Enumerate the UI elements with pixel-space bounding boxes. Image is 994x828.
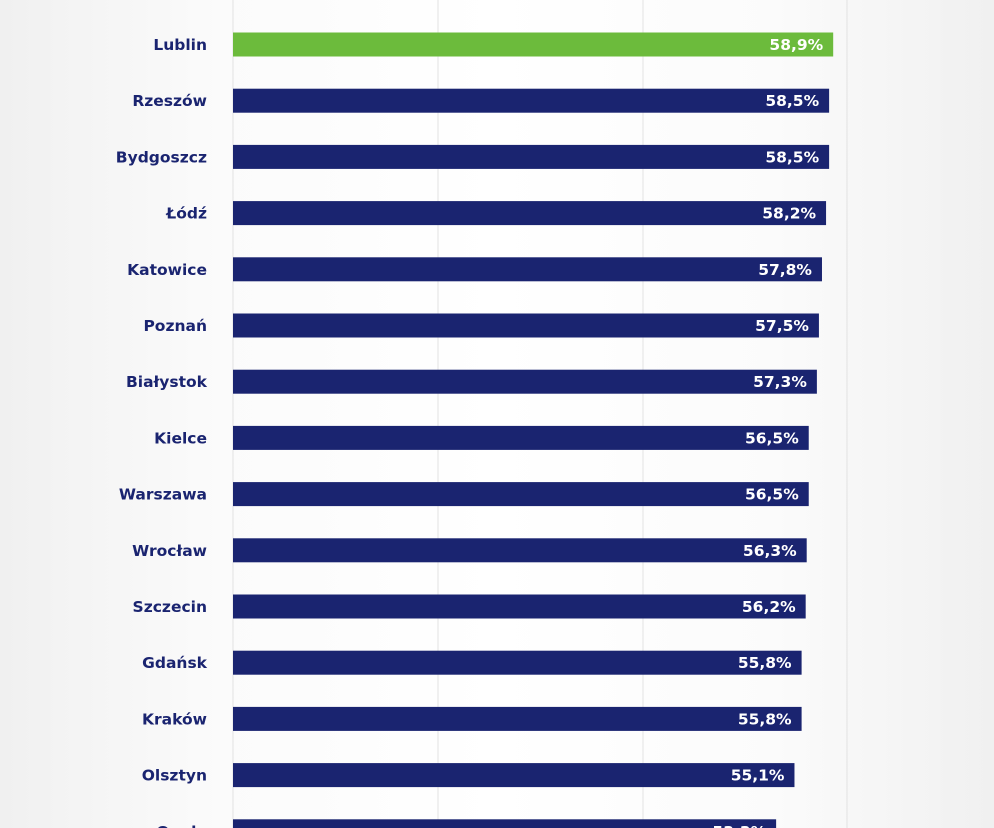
category-label-0: Lublin [153,36,207,54]
bar-7 [233,425,809,450]
bar-12 [233,706,802,731]
category-label-3: Łódź [165,205,207,223]
value-label-9: 56,3% [743,542,797,560]
bar-0 [233,32,834,57]
category-label-10: Szczecin [133,598,207,616]
category-label-12: Kraków [142,710,207,728]
value-label-8: 56,5% [745,486,799,504]
bar-3 [233,201,827,226]
category-label-9: Wrocław [132,542,207,560]
bar-10 [233,594,806,619]
bar-9 [233,538,807,563]
value-label-7: 56,5% [745,429,799,447]
value-label-13: 55,1% [731,767,785,785]
bar-4 [233,257,822,282]
category-label-2: Bydgoszcz [116,148,207,166]
category-label-7: Kielce [154,429,207,447]
category-label-11: Gdańsk [142,654,208,672]
bar-11 [233,650,802,675]
category-label-5: Poznań [143,317,207,335]
bar-6 [233,369,817,394]
bar-14 [233,819,777,828]
bar-2 [233,144,830,169]
value-label-12: 55,8% [738,710,792,728]
bar-8 [233,482,809,507]
bar-13 [233,763,795,788]
value-label-4: 57,8% [758,261,812,279]
category-label-8: Warszawa [119,486,207,504]
category-label-6: Białystok [126,373,208,391]
value-label-11: 55,8% [738,654,792,672]
value-label-0: 58,9% [769,36,823,54]
value-label-14: 53,3% [712,823,766,828]
bar-1 [233,88,830,113]
value-label-1: 58,5% [765,92,819,110]
value-label-5: 57,5% [755,317,809,335]
category-label-13: Olsztyn [142,767,207,785]
category-label-14: Opole [156,823,207,828]
category-label-4: Katowice [127,261,207,279]
gridlines [232,0,848,828]
value-label-3: 58,2% [762,205,816,223]
value-label-10: 56,2% [742,598,796,616]
category-label-1: Rzeszów [132,92,207,110]
bars: Lublin 58,9% Rzeszów 58,5% Bydgoszcz 58,5% Łód… [116,32,834,828]
value-label-6: 57,3% [753,373,807,391]
value-label-2: 58,5% [765,148,819,166]
bar-5 [233,313,819,338]
